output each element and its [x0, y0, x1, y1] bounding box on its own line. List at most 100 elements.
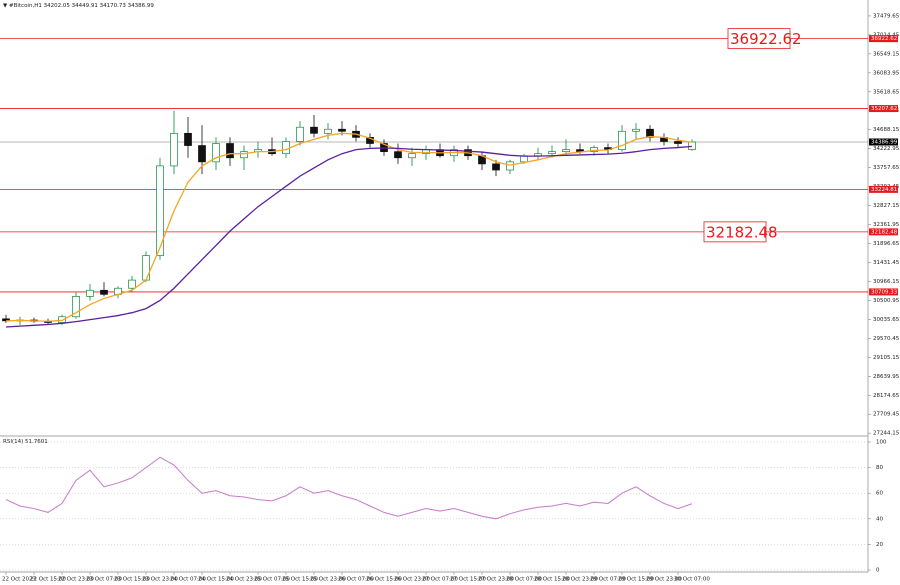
y-tick-label: 31431.45: [873, 260, 900, 266]
x-tick-label: 26 Oct 15:00: [366, 577, 402, 583]
candle-body: [688, 141, 696, 150]
rsi-header: RSI(14) 51.7601: [3, 439, 48, 445]
x-tick-label: 25 Oct 23:00: [310, 577, 346, 583]
x-tick-label: 25 Oct 07:00: [254, 577, 290, 583]
header: ▼ #Bitcoin,H1 34202.05 34449.91 34170.73…: [3, 3, 154, 9]
level-tag: [869, 185, 898, 193]
level-tag-label: 33224.81: [871, 187, 897, 193]
x-tick-label: 22 Oct 23:00: [58, 577, 94, 583]
y-tick-label: 36549.15: [873, 51, 900, 57]
last-price-label: 34386.99: [871, 139, 898, 145]
candle-body: [408, 153, 416, 159]
x-tick-label: 23 Oct 15:00: [114, 577, 150, 583]
candle-body: [184, 132, 192, 146]
x-tick-label: 29 Oct 23:00: [646, 577, 682, 583]
level-annotation-box: [727, 28, 791, 50]
symbol: ▼ #Bitcoin,H1: [3, 3, 42, 9]
x-tick-label: 28 Oct 23:00: [562, 577, 598, 583]
y-tick-label: 30035.65: [873, 317, 900, 323]
y-tick-label: 32361.95: [873, 222, 900, 228]
rsi-line: [5, 456, 693, 520]
x-tick-label: 24 Oct 07:00: [170, 577, 206, 583]
candle-body: [506, 161, 514, 171]
moving-average: [5, 132, 693, 322]
candle-body: [492, 163, 500, 171]
level-annotation: 36922.62: [730, 30, 802, 48]
x-tick-label: 22 Oct 2023: [2, 577, 37, 583]
candle-body: [646, 128, 654, 138]
x-tick-label: 25 Oct 15:00: [282, 577, 318, 583]
candle-body: [58, 316, 66, 323]
rsi-tick-label: 20: [876, 542, 883, 548]
candle-body: [632, 128, 640, 132]
candle-body: [548, 151, 556, 155]
rsi-value: 51.7601: [25, 439, 48, 445]
x-tick-label: 23 Oct 23:00: [142, 577, 178, 583]
candle-body: [212, 143, 220, 163]
high: 34449.91: [72, 3, 98, 9]
y-tick-label: 29105.15: [873, 355, 900, 361]
y-tick-label: 32827.15: [873, 203, 900, 209]
y-tick-label: 37479.65: [873, 13, 900, 19]
candle-body: [240, 151, 248, 159]
x-tick-label: 24 Oct 15:00: [198, 577, 234, 583]
candle-body: [338, 128, 346, 132]
candle-body: [198, 145, 206, 163]
rsi-tick-label: 80: [876, 465, 883, 471]
candle-body: [324, 128, 332, 134]
y-tick-label: 33757.65: [873, 165, 900, 171]
candle-body: [562, 149, 570, 153]
candle-body: [128, 279, 136, 289]
rsi-tick-label: 0: [876, 568, 880, 574]
x-tick-label: 27 Oct 23:00: [478, 577, 514, 583]
y-tick-label: 36083.95: [873, 70, 900, 76]
y-tick-label: 35618.65: [873, 89, 900, 95]
x-tick-label: 23 Oct 07:00: [86, 577, 122, 583]
candle-body: [618, 130, 626, 150]
last-price-tag: [869, 138, 898, 146]
x-tick-label: 28 Oct 15:00: [534, 577, 570, 583]
candle-body: [156, 165, 164, 256]
x-tick-label: 29 Oct 07:00: [590, 577, 626, 583]
y-tick-label: 27709.45: [873, 412, 900, 418]
candle-body: [282, 141, 290, 155]
rsi-tick-label: 40: [876, 516, 883, 522]
y-tick-label: 31896.65: [873, 241, 900, 247]
candle-body: [310, 126, 318, 134]
candle-body: [226, 143, 234, 159]
candle-body: [296, 126, 304, 142]
x-tick-label: 29 Oct 15:00: [618, 577, 654, 583]
level-tag-label: 30709.33: [871, 289, 898, 295]
level-tag-label: 36922.62: [871, 36, 897, 42]
x-tick-label: 24 Oct 23:00: [226, 577, 262, 583]
y-tick-label: 30966.15: [873, 279, 900, 285]
candle-body: [170, 132, 178, 167]
y-tick-label: 34688.15: [873, 127, 900, 133]
level-annotation-box: [703, 221, 767, 243]
moving-average: [5, 145, 693, 328]
candle-body: [142, 255, 150, 281]
candle-body: [366, 137, 374, 144]
rsi-tick-label: 100: [876, 440, 887, 446]
candle-body: [590, 147, 598, 153]
y-tick-label: 27244.15: [873, 431, 900, 437]
candle-body: [86, 289, 94, 297]
candle-body: [100, 289, 108, 295]
level-tag-label: 35207.62: [871, 106, 897, 112]
level-tag: [869, 228, 898, 236]
x-tick-label: 26 Oct 07:00: [338, 577, 374, 583]
x-tick-label: 30 Oct 07:00: [674, 577, 710, 583]
level-tag: [869, 35, 898, 43]
candle-body: [394, 151, 402, 159]
level-tag-label: 32182.48: [871, 229, 898, 235]
x-tick-label: 28 Oct 07:00: [506, 577, 542, 583]
close: 34386.99: [128, 3, 155, 9]
x-tick-label: 22 Oct 15:00: [30, 577, 66, 583]
rsi-tick-label: 60: [876, 491, 883, 497]
y-tick-label: 29570.45: [873, 336, 900, 342]
level-tag: [869, 105, 898, 113]
low: 34170.73: [100, 3, 127, 9]
level-tag: [869, 288, 898, 296]
